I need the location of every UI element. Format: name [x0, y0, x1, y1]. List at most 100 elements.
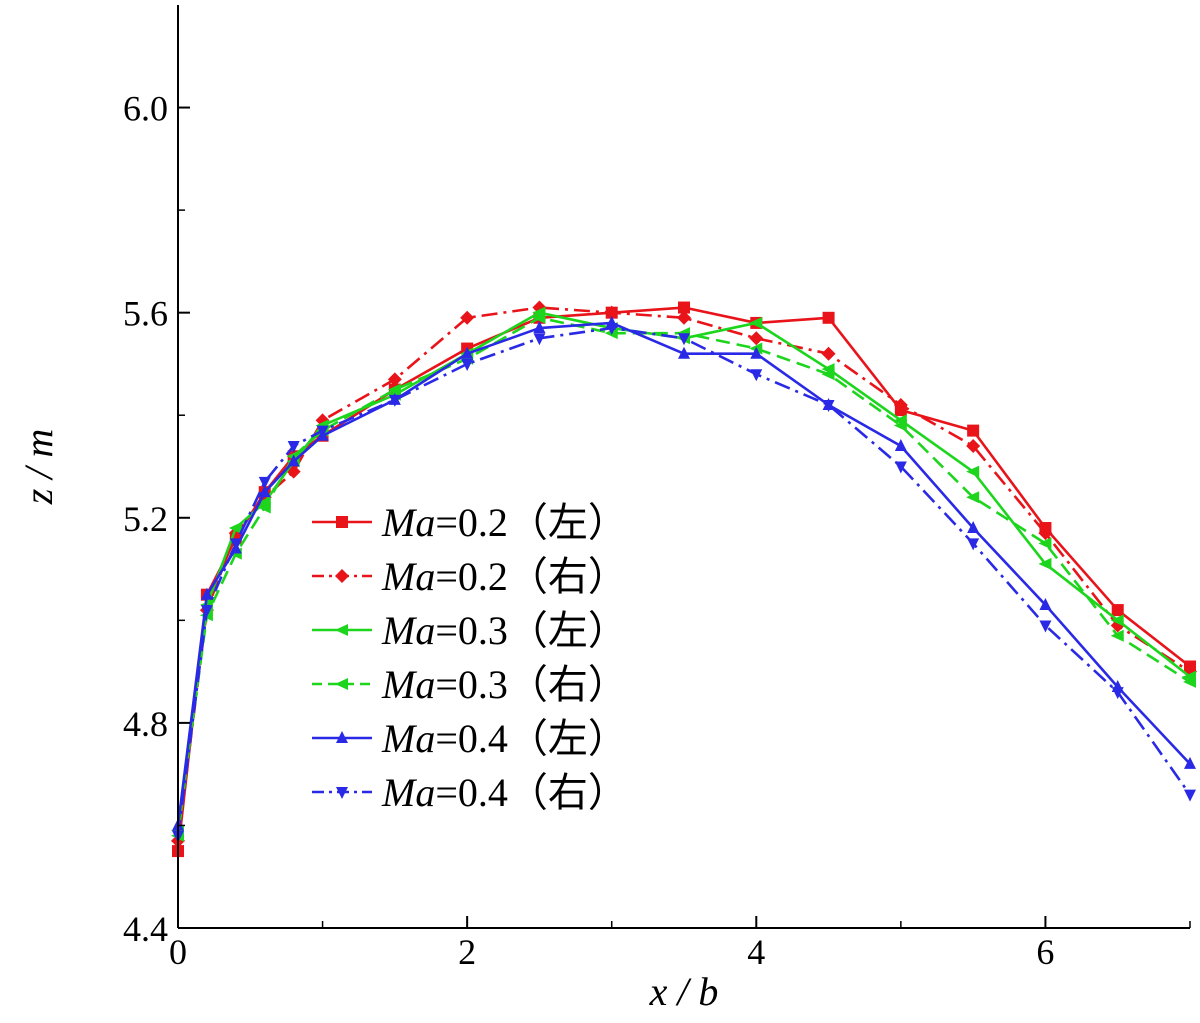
data-point — [893, 419, 907, 432]
data-point — [1184, 756, 1196, 769]
data-point — [678, 333, 690, 346]
legend-marker — [335, 569, 349, 583]
legend-entry: Ma=0.3（左） — [312, 608, 628, 653]
legend-label-suffix: =0.4（左） — [435, 716, 628, 761]
x-tick-label: 0 — [169, 932, 187, 972]
legend-label-suffix: =0.2（右） — [435, 554, 628, 599]
data-point — [1184, 789, 1196, 802]
data-point — [894, 461, 907, 474]
legend-marker — [336, 731, 348, 743]
data-point — [533, 321, 546, 334]
series-line — [176, 306, 1191, 841]
series-1 — [172, 301, 1196, 858]
legend-marker — [336, 516, 348, 528]
series-4 — [171, 311, 1196, 837]
data-point — [750, 346, 763, 359]
data-point — [1183, 675, 1196, 688]
x-tick-label: 4 — [747, 932, 765, 972]
x-tick-label: 6 — [1036, 932, 1054, 972]
legend-entry: Ma=0.4（右） — [312, 770, 628, 815]
data-point — [605, 323, 618, 336]
data-point — [966, 438, 981, 453]
x-tick-label: 2 — [458, 932, 476, 972]
series-3 — [171, 306, 1196, 842]
legend-entry: Ma=0.2（右） — [312, 554, 628, 599]
legend-label-prefix: Ma — [381, 500, 435, 545]
data-point — [1039, 597, 1052, 610]
data-point — [1039, 620, 1052, 633]
data-point — [200, 587, 213, 600]
legend-label-prefix: Ma — [381, 608, 435, 653]
legend-marker — [335, 678, 348, 690]
data-point — [387, 383, 401, 396]
series-line — [176, 321, 1191, 826]
legend-label-suffix: =0.4（右） — [435, 770, 628, 815]
legend-label-prefix: Ma — [381, 716, 435, 761]
data-point — [678, 346, 690, 359]
data-point — [1110, 629, 1124, 642]
data-point — [966, 465, 980, 478]
data-point — [257, 501, 271, 514]
legend-label-prefix: Ma — [381, 554, 435, 599]
data-point — [258, 476, 271, 489]
legend-label: Ma=0.3（左） — [381, 608, 628, 653]
legend-marker — [336, 787, 348, 799]
legend-label: Ma=0.2（左） — [381, 500, 628, 545]
data-point — [677, 310, 691, 325]
data-point — [258, 485, 271, 498]
y-tick-label: 4.8 — [123, 704, 168, 744]
data-point — [287, 454, 300, 467]
axes-layer — [177, 5, 1190, 929]
data-point — [821, 346, 836, 361]
data-point — [967, 538, 980, 551]
series-5 — [172, 315, 1196, 831]
legend-label: Ma=0.2（右） — [381, 554, 628, 599]
legend-label-prefix: Ma — [381, 662, 435, 707]
data-point — [1038, 557, 1052, 570]
y-tick-label: 5.6 — [123, 294, 168, 334]
data-point — [1111, 687, 1124, 700]
legend-entry: Ma=0.4（左） — [312, 716, 628, 761]
data-point — [532, 311, 546, 324]
tick-layer: 4.4 4.8 5.2 5.6 6.0 0 2 4 6 — [123, 89, 1191, 972]
series-line — [176, 306, 1191, 852]
y-tick-label: 4.4 — [123, 909, 168, 949]
data-point — [821, 368, 835, 381]
data-point — [604, 305, 619, 320]
series-line — [176, 311, 1191, 836]
data-point — [749, 316, 763, 329]
data-point — [749, 331, 764, 346]
legend-label: Ma=0.3（右） — [381, 662, 628, 707]
data-point — [228, 522, 242, 535]
data-point — [460, 310, 475, 325]
legend-entry: Ma=0.3（右） — [312, 662, 628, 707]
data-point — [967, 424, 980, 437]
legend-entry: Ma=0.2（左） — [312, 500, 628, 545]
data-point — [387, 372, 402, 387]
x-axis-label: x / b — [649, 969, 719, 1014]
data-point — [678, 301, 690, 314]
legend-label: Ma=0.4（左） — [381, 716, 628, 761]
data-point — [287, 440, 300, 453]
series-line — [176, 326, 1192, 836]
legend-label-prefix: Ma — [381, 770, 435, 815]
y-tick-label: 6.0 — [123, 89, 168, 129]
data-point — [200, 605, 213, 618]
y-axis-label: z / m — [16, 429, 61, 506]
data-point — [1111, 604, 1124, 617]
data-point — [388, 394, 401, 407]
data-point — [967, 521, 980, 534]
data-point — [894, 438, 907, 451]
legend-label: Ma=0.4（右） — [381, 770, 628, 815]
data-point — [316, 425, 329, 438]
data-point — [893, 397, 908, 412]
series-layer — [171, 300, 1197, 858]
series-line — [176, 316, 1191, 831]
legend-marker — [335, 624, 348, 636]
series-6 — [172, 323, 1196, 843]
data-point — [461, 358, 474, 371]
data-point — [822, 399, 835, 412]
data-point — [822, 311, 835, 324]
legend-label-suffix: =0.2（左） — [435, 500, 628, 545]
